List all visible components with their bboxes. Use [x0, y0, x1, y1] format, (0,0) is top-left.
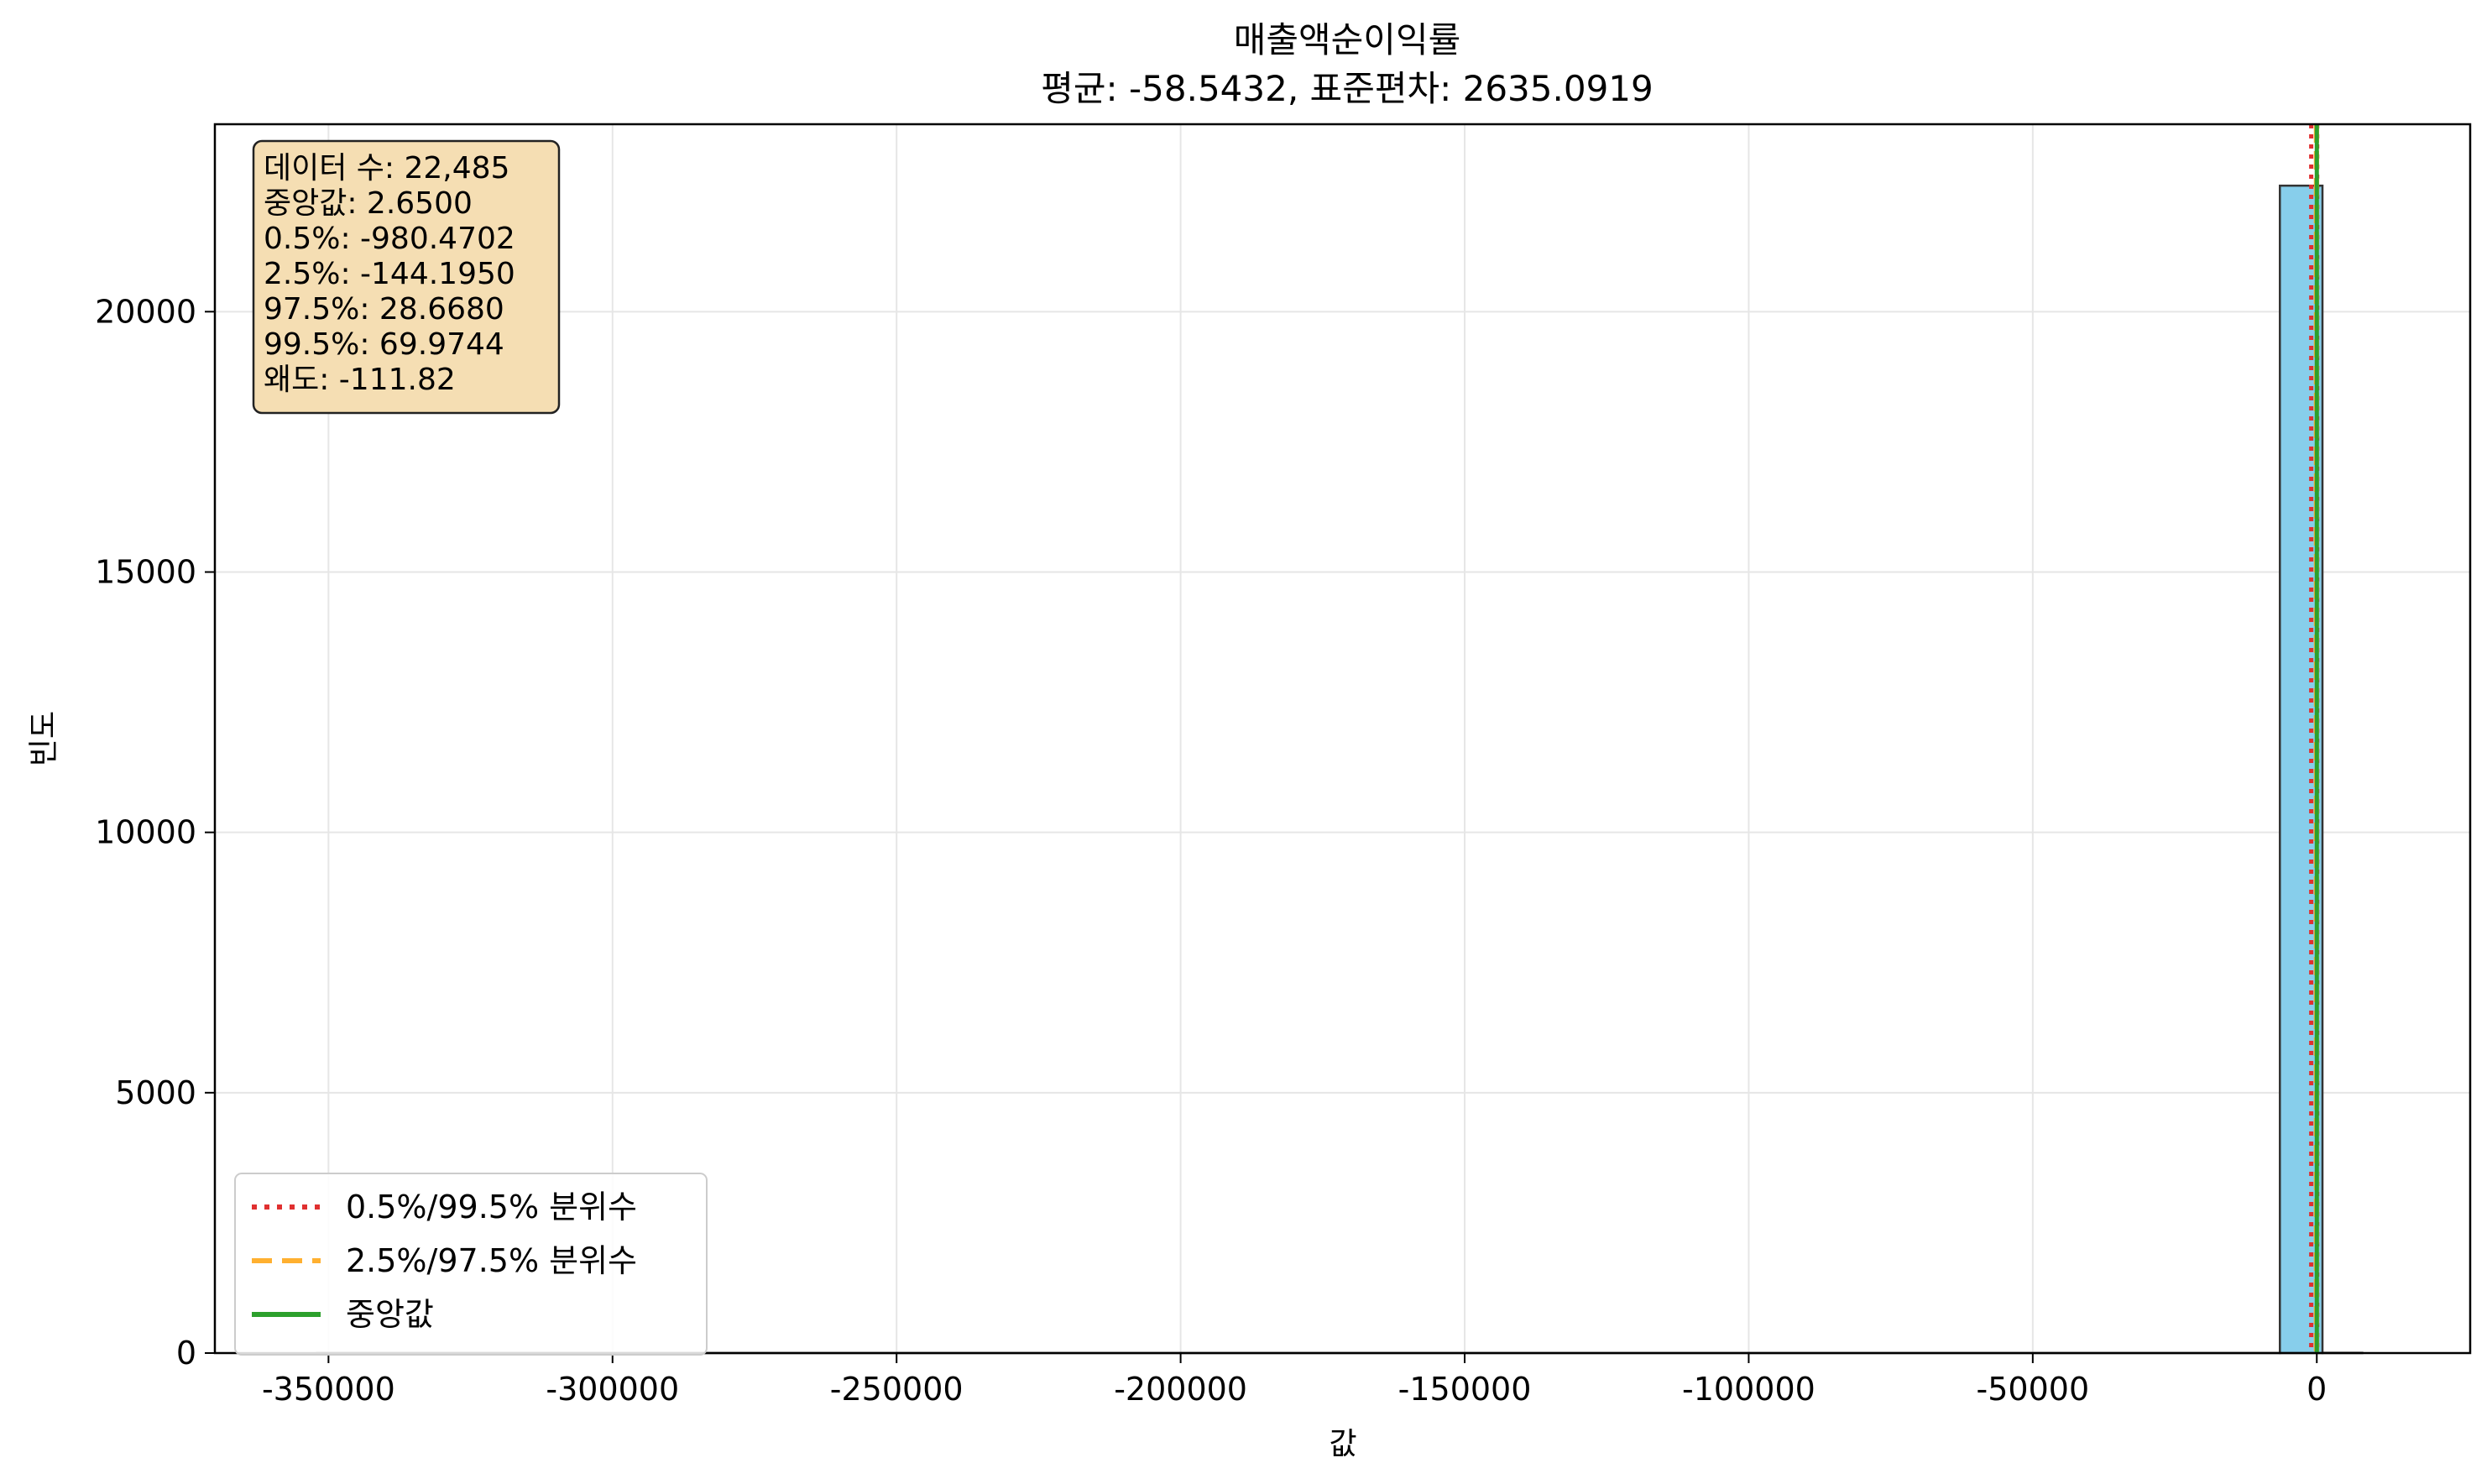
stats-line: 중앙값: 2.6500: [264, 186, 473, 221]
x-tick-label: -50000: [1977, 1371, 2090, 1408]
y-axis-label: 빈도: [27, 711, 61, 766]
y-tick-label: 0: [176, 1335, 196, 1372]
stats-line: 2.5%: -144.1950: [264, 257, 515, 291]
x-axis-ticks: -350000 -300000 -250000 -200000 -150000 -1000…: [262, 1353, 2327, 1408]
stats-line: 97.5%: 28.6680: [264, 292, 504, 327]
stats-line: 99.5%: 69.9744: [264, 327, 504, 362]
y-tick-label: 15000: [95, 553, 196, 590]
stats-line: 0.5%: -980.4702: [264, 222, 515, 256]
x-axis-label: 값: [1329, 1427, 1356, 1461]
y-tick-label: 5000: [115, 1074, 196, 1111]
stats-line: 왜도: -111.82: [264, 363, 456, 397]
y-axis-ticks: 0 5000 10000 15000 20000: [95, 293, 215, 1372]
y-tick-label: 10000: [95, 814, 196, 851]
legend-frame: [234, 1173, 708, 1356]
x-tick-label: -300000: [546, 1371, 679, 1408]
x-tick-label: 0: [2307, 1371, 2327, 1408]
x-tick-label: -250000: [830, 1371, 964, 1408]
chart-title: 매출액순이익률: [1234, 19, 1460, 60]
plot-frame: [213, 123, 2472, 1355]
x-tick-label: -100000: [1682, 1371, 1815, 1408]
stats-box-background: [252, 139, 561, 415]
x-tick-label: -150000: [1398, 1371, 1532, 1408]
legend-label: 중앙값: [346, 1296, 434, 1333]
stats-line: 데이터 수: 22,485: [264, 151, 509, 186]
legend-label: 0.5%/99.5% 분위수: [346, 1189, 637, 1225]
x-tick-label: -350000: [262, 1371, 395, 1408]
x-tick-label: -200000: [1114, 1371, 1247, 1408]
legend-label: 2.5%/97.5% 분위수: [346, 1242, 637, 1279]
y-tick-label: 20000: [95, 293, 196, 330]
chart-subtitle: 평균: -58.5432, 표준편차: 2635.0919: [1041, 68, 1653, 109]
reference-lines: [2309, 124, 2320, 1353]
